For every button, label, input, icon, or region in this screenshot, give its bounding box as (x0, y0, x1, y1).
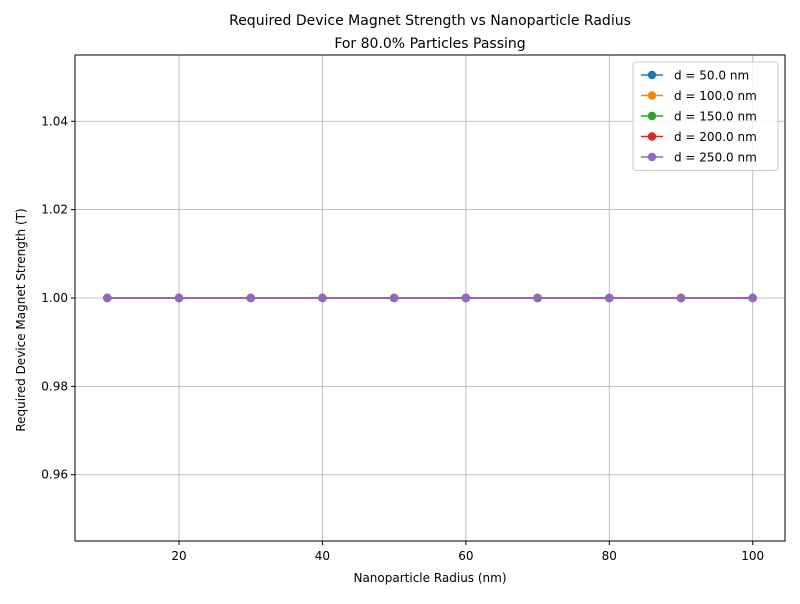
y-axis-label: Required Device Magnet Strength (T) (14, 208, 28, 431)
data-point (103, 293, 112, 303)
legend-label: d = 50.0 nm (674, 69, 749, 83)
data-point (318, 293, 327, 303)
chart-title-line2: For 80.0% Particles Passing (334, 36, 525, 52)
legend-marker (647, 132, 657, 141)
y-tick-label: 0.98 (41, 379, 68, 393)
y-tick-label: 0.96 (41, 468, 68, 482)
legend: d = 50.0 nm d = 100.0 nm d = 150.0 nm d = 2… (632, 61, 779, 171)
data-point (246, 293, 255, 303)
legend-marker (647, 91, 657, 100)
legend-label: d = 100.0 nm (674, 89, 757, 103)
legend-marker (647, 111, 657, 121)
legend-item: d = 150.0 nm (641, 110, 757, 124)
legend-item: d = 50.0 nm (641, 69, 749, 83)
legend-box (632, 61, 779, 171)
data-point (461, 293, 471, 303)
legend-label: d = 200.0 nm (674, 130, 757, 144)
x-tick-label: 60 (458, 549, 473, 563)
legend-marker (647, 70, 657, 80)
legend-label: d = 150.0 nm (674, 110, 757, 124)
data-point (533, 293, 542, 303)
data-point (605, 293, 614, 303)
series-5 (103, 293, 757, 303)
x-tick-label: 80 (602, 549, 617, 563)
x-tick-label: 40 (315, 549, 330, 563)
x-axis-label: Nanoparticle Radius (nm) (353, 571, 506, 585)
series-layer (103, 293, 757, 303)
legend-item: d = 200.0 nm (641, 130, 757, 144)
y-axis: 0.96 0.98 1.00 1.02 1.04 (41, 114, 75, 482)
y-tick-label: 1.00 (41, 291, 68, 305)
x-tick-label: 20 (171, 549, 186, 563)
data-point (174, 293, 184, 303)
data-point (676, 293, 686, 303)
legend-marker (647, 152, 657, 162)
x-axis: 20 40 60 80 100 (171, 541, 764, 563)
legend-item: d = 250.0 nm (641, 151, 757, 165)
data-point (748, 293, 757, 303)
y-tick-label: 1.04 (41, 114, 68, 128)
legend-label: d = 250.0 nm (674, 151, 757, 165)
x-tick-label: 100 (741, 549, 764, 563)
legend-item: d = 100.0 nm (641, 89, 757, 103)
y-tick-label: 1.02 (41, 203, 68, 217)
chart-title-line1: Required Device Magnet Strength vs Nanop… (229, 13, 631, 29)
data-point (389, 293, 399, 303)
